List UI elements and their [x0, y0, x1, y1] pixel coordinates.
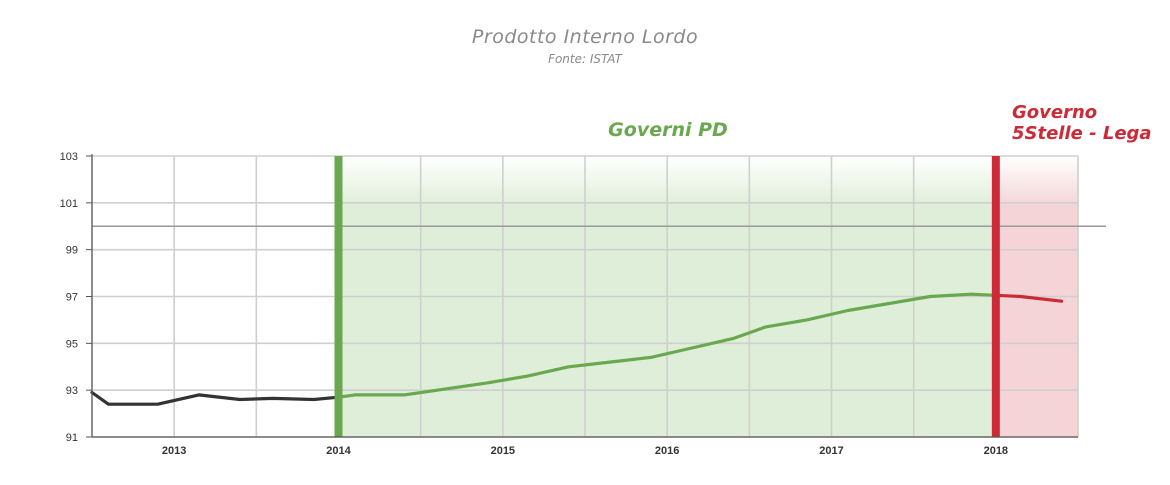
chart-title: Prodotto Interno Lordo — [471, 26, 699, 48]
annotation-governi-pd: Governi PD — [608, 119, 728, 141]
axes — [86, 154, 1078, 438]
government-markers — [334, 156, 1000, 437]
y-tick-label-95: 95 — [66, 338, 78, 350]
x-tick-label-2014: 2014 — [326, 445, 351, 457]
x-tick-label-2015: 2015 — [491, 445, 515, 457]
y-tick-label-93: 93 — [66, 385, 78, 397]
x-tick-label-2016: 2016 — [655, 445, 679, 457]
y-tick-label-91: 91 — [66, 432, 78, 444]
annotation-governo-line-2: 5Stelle - Lega — [1012, 123, 1152, 144]
marker-2018-governo — [991, 156, 1000, 437]
tick-labels: 91 93 95 97 99 101 103 2013 2014 2015 2016 2017 2018 — [60, 151, 1008, 457]
x-tick-label-2018: 2018 — [984, 445, 1008, 457]
series-line-1 — [90, 390, 341, 406]
x-tick-label-2017: 2017 — [819, 445, 843, 457]
y-tick-label-99: 99 — [66, 245, 78, 257]
x-tick-label-2013: 2013 — [162, 445, 186, 457]
y-tick-label-101: 101 — [60, 198, 78, 210]
chart-subtitle: Fonte: ISTAT — [548, 52, 622, 66]
series-line-3 — [994, 293, 1064, 303]
annotation-governo-line-1: Governo — [1012, 102, 1097, 123]
y-tick-label-97: 97 — [66, 292, 78, 304]
series-line-2 — [336, 292, 998, 399]
marker-2014-governi-pd — [334, 156, 343, 437]
series-lines — [90, 292, 1064, 406]
y-tick-label-103: 103 — [60, 151, 78, 163]
